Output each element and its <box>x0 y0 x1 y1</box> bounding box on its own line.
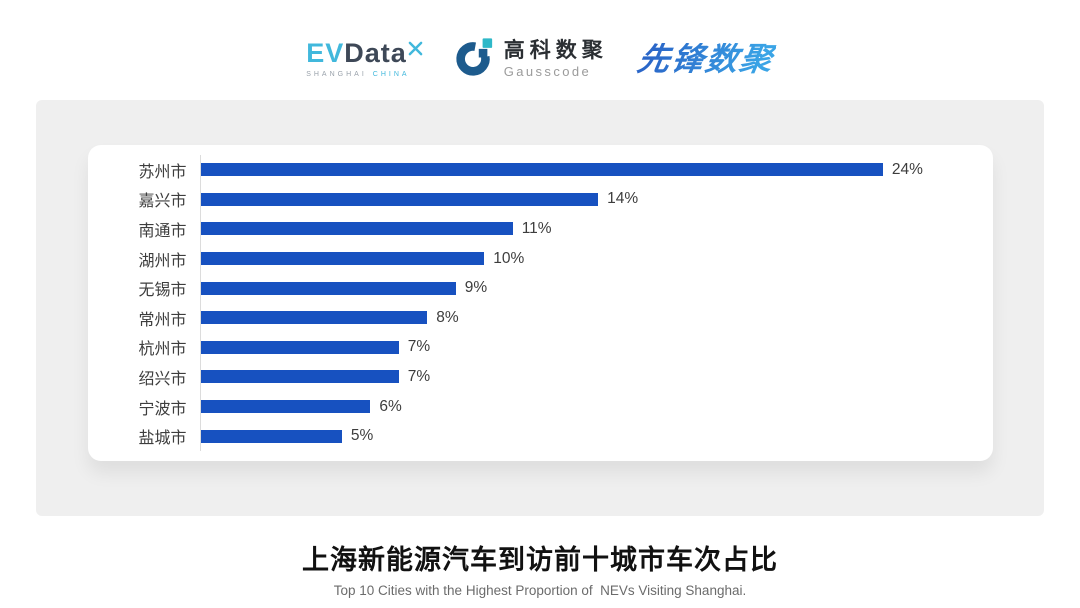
bar <box>199 222 513 236</box>
value-label: 5% <box>350 427 374 445</box>
bar <box>199 429 342 443</box>
bar-row: 嘉兴市 14% <box>108 185 973 215</box>
bar-track: 10% <box>199 244 973 274</box>
bar-row: 苏州市 24% <box>108 155 973 185</box>
bar-row: 南通市 11% <box>108 214 973 244</box>
bar <box>199 311 428 325</box>
bar-track: 24% <box>199 155 973 185</box>
bar-track: 7% <box>199 362 973 392</box>
value-label: 7% <box>407 367 431 385</box>
chart-card: 苏州市 24% 嘉兴市 14% 南通市 11% 湖州市 10% 无锡市 9% 常州市 8% 杭州市 7% 绍… <box>87 145 993 461</box>
category-label: 绍兴市 <box>138 370 187 388</box>
category-label: 杭州市 <box>138 341 187 359</box>
gausscode-g-icon <box>453 35 495 84</box>
bar-row: 无锡市 9% <box>108 273 973 303</box>
bar-row: 常州市 8% <box>108 303 973 333</box>
value-label: 7% <box>407 338 431 356</box>
bar-track: 11% <box>199 214 973 244</box>
bar-track: 5% <box>199 421 973 451</box>
value-label: 24% <box>891 160 923 178</box>
gausscode-wordmark: 高科数聚 Gausscode <box>504 39 608 78</box>
category-label: 嘉兴市 <box>138 193 187 211</box>
value-label: 14% <box>607 190 639 208</box>
value-label: 9% <box>464 279 488 297</box>
bar <box>199 281 456 295</box>
bar-row: 盐城市 5% <box>108 421 973 451</box>
bar <box>199 400 371 414</box>
bar-row: 绍兴市 7% <box>108 362 973 392</box>
chart-panel: 苏州市 24% 嘉兴市 14% 南通市 11% 湖州市 10% 无锡市 9% 常州市 8% 杭州市 7% 绍… <box>36 100 1044 516</box>
logo-bar: EV Data SHANGHAI CHINA 高科数聚 Gausscode <box>0 0 1080 96</box>
gausscode-cn-text: 高科数聚 <box>503 39 608 63</box>
chart-subtitle: Top 10 Cities with the Highest Proportio… <box>333 583 747 598</box>
bar-track: 8% <box>199 303 973 333</box>
bar-track: 14% <box>199 185 973 215</box>
bar-track: 6% <box>199 392 973 422</box>
value-label: 11% <box>521 219 552 237</box>
category-label: 常州市 <box>138 311 187 329</box>
category-label: 南通市 <box>138 222 187 240</box>
bar <box>199 192 599 206</box>
evdata-subtitle: SHANGHAI CHINA <box>306 71 423 78</box>
bar-row: 宁波市 6% <box>108 392 973 422</box>
bar-row: 杭州市 7% <box>108 333 973 363</box>
gausscode-en-text: Gausscode <box>503 63 592 79</box>
chart-title: 上海新能源汽车到访前十城市车次占比 <box>302 545 778 575</box>
bar <box>199 340 399 354</box>
category-label: 无锡市 <box>138 282 187 300</box>
bar-track: 7% <box>199 333 973 363</box>
category-label: 宁波市 <box>138 400 187 418</box>
category-label: 苏州市 <box>138 163 187 181</box>
bar-track: 9% <box>199 273 973 303</box>
pioneer-logo: 先锋数聚 <box>634 41 777 77</box>
evdata-logo: EV Data SHANGHAI CHINA <box>306 40 423 78</box>
caption-block: 上海新能源汽车到访前十城市车次占比 Top 10 Cities with the… <box>0 538 1080 598</box>
bar <box>199 163 883 177</box>
value-label: 8% <box>436 308 459 326</box>
value-label: 6% <box>379 397 402 415</box>
gausscode-logo: 高科数聚 Gausscode <box>453 35 608 84</box>
value-label: 10% <box>493 249 525 267</box>
category-label: 盐城市 <box>138 430 187 448</box>
evdata-wordmark: EV Data <box>306 40 423 67</box>
category-label: 湖州市 <box>138 252 187 270</box>
evdata-ev-text: EV <box>306 38 345 68</box>
bar <box>199 370 399 384</box>
bar-row: 湖州市 10% <box>108 244 973 274</box>
evdata-china-text: CHINA <box>372 71 410 78</box>
evdata-sparkle-icon <box>408 34 423 61</box>
bar <box>199 252 485 266</box>
evdata-data-text: Data <box>344 38 407 68</box>
evdata-shanghai-text: SHANGHAI <box>306 71 367 78</box>
bar-chart: 苏州市 24% 嘉兴市 14% 南通市 11% 湖州市 10% 无锡市 9% 常州市 8% 杭州市 7% 绍… <box>108 155 973 451</box>
chart-rows: 苏州市 24% 嘉兴市 14% 南通市 11% 湖州市 10% 无锡市 9% 常州市 8% 杭州市 7% 绍… <box>108 155 973 451</box>
